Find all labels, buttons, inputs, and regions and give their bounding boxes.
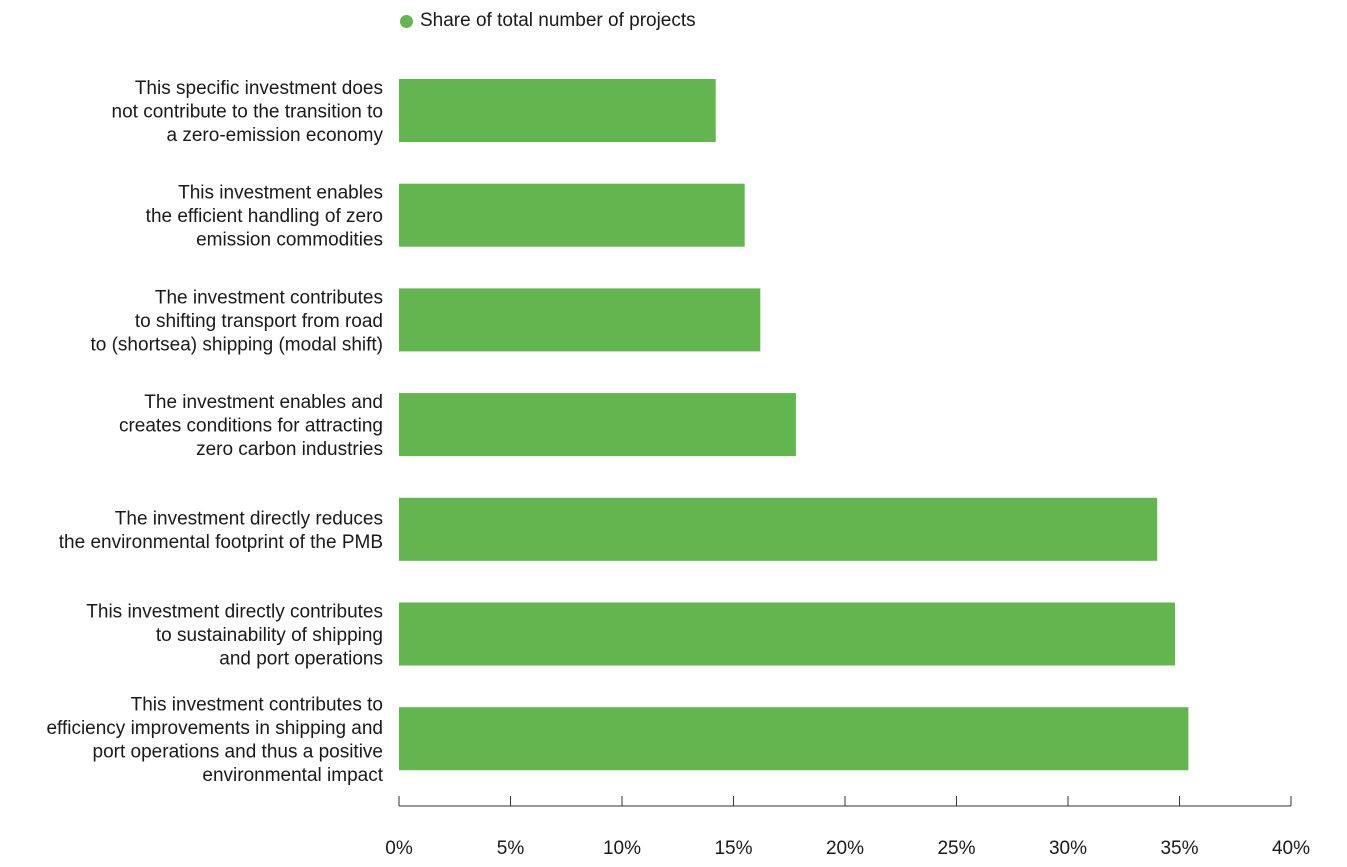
category-label-line: the efficient handling of zero: [146, 206, 383, 227]
legend-label: Share of total number of projects: [420, 10, 696, 31]
category-label-line: This specific investment does: [135, 78, 383, 99]
category-label-line: This investment enables: [178, 183, 383, 204]
category-label-line: to (shortsea) shipping (modal shift): [90, 334, 383, 355]
bar-5: [399, 497, 1158, 561]
category-label-line: This investment contributes to: [131, 695, 383, 716]
category-label-line: The investment directly reduces: [115, 509, 383, 530]
legend-swatch: [400, 14, 413, 28]
bar-6: [399, 602, 1175, 666]
category-label-4: The investment enables and creates condit…: [119, 392, 383, 460]
x-tick-label-10: 10%: [603, 838, 641, 859]
category-label-6: This investment directly contributes to s…: [86, 602, 383, 670]
x-tick-label-35: 35%: [1160, 838, 1198, 859]
x-tick-label-40: 40%: [1272, 838, 1310, 859]
category-label-line: emission commodities: [196, 230, 383, 251]
x-tick-label-15: 15%: [714, 838, 752, 859]
category-label-2: This investment enables the efficient han…: [146, 183, 383, 251]
category-label-line: to shifting transport from road: [135, 311, 383, 332]
category-label-line: not contribute to the transition to: [112, 102, 383, 123]
bar-1: [399, 79, 716, 142]
category-label-line: zero carbon industries: [196, 439, 383, 460]
category-label-line: The investment contributes: [155, 287, 383, 308]
bar-3: [399, 288, 761, 352]
category-label-line: port operations and thus a positive: [93, 742, 383, 763]
category-label-7: This investment contributes to efficiency…: [46, 695, 383, 787]
category-label-line: creates conditions for attracting: [119, 416, 383, 437]
category-label-line: to sustainability of shipping: [156, 625, 383, 646]
category-label-line: environmental impact: [202, 765, 383, 786]
category-label-3: The investment contributes to shifting tr…: [90, 287, 383, 355]
x-tick-label-20: 20%: [826, 838, 864, 859]
legend: Share of total number of projects: [400, 9, 696, 33]
x-tick-label-25: 25%: [937, 838, 975, 859]
category-label-line: This investment directly contributes: [86, 602, 383, 623]
category-label-line: efficiency improvements in shipping and: [46, 718, 383, 739]
bar-2: [399, 183, 745, 247]
x-tick-label-0: 0%: [385, 838, 413, 859]
category-label-line: a zero-emission economy: [167, 125, 384, 146]
category-label-5: The investment directly reduces the envir…: [59, 509, 383, 554]
bar-7: [399, 707, 1189, 771]
x-tick-label-5: 5%: [497, 838, 525, 859]
category-label-1: This specific investment does not contrib…: [112, 78, 384, 146]
category-label-line: the environmental footprint of the PMB: [59, 532, 383, 553]
category-label-line: The investment enables and: [144, 392, 383, 413]
x-tick-label-30: 30%: [1049, 838, 1087, 859]
category-label-line: and port operations: [219, 649, 383, 670]
bar-4: [399, 393, 796, 457]
